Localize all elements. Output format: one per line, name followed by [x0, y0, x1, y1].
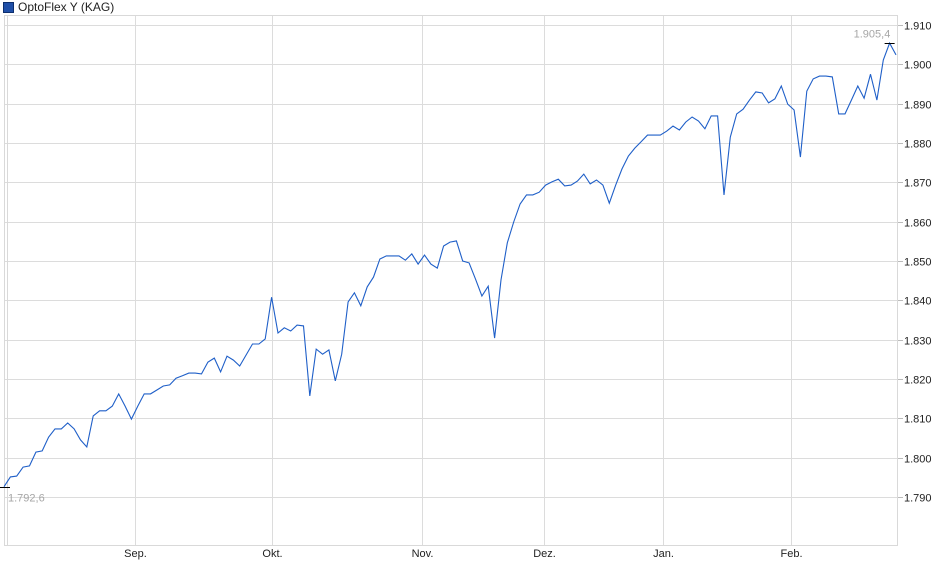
- x-axis: Sep. Okt. Nov. Dez. Jan. Feb.: [124, 548, 802, 560]
- x-tick-label: Nov.: [412, 548, 434, 560]
- y-tick-label: 1.830: [904, 336, 932, 348]
- y-tick-label: 1.820: [904, 375, 932, 387]
- series-line-optoflex: [3, 41, 897, 488]
- series-points: [4, 43, 896, 487]
- y-tick-label: 1.900: [904, 60, 932, 72]
- y-tick-label: 1.810: [904, 414, 932, 426]
- y-tick-label: 1.910: [904, 21, 932, 33]
- y-tick-label: 1.860: [904, 218, 932, 230]
- legend: OptoFlex Y (KAG): [3, 0, 114, 14]
- annotations: 1.792,6 1.905,4: [0, 29, 895, 505]
- y-axis: 1.910 1.900 1.890 1.880 1.870 1.860 1.850 1.840…: [898, 21, 932, 505]
- y-tick-label: 1.800: [904, 454, 932, 466]
- y-tick-label: 1.790: [904, 493, 932, 505]
- y-tick-label: 1.870: [904, 178, 932, 190]
- x-tick-label: Okt.: [262, 548, 282, 560]
- y-tick-label: 1.880: [904, 139, 932, 151]
- plot-frame: [4, 15, 898, 546]
- y-tick-label: 1.840: [904, 296, 932, 308]
- grid: [4, 15, 898, 546]
- min-label: 1.792,6: [8, 493, 45, 505]
- x-tick-label: Jan.: [653, 548, 674, 560]
- y-tick-label: 1.850: [904, 257, 932, 269]
- legend-swatch: [3, 1, 14, 13]
- x-tick-label: Sep.: [124, 548, 147, 560]
- y-tick-label: 1.890: [904, 100, 932, 112]
- max-label: 1.905,4: [854, 29, 891, 41]
- legend-label: OptoFlex Y (KAG): [18, 0, 115, 14]
- x-tick-label: Dez.: [533, 548, 556, 560]
- x-tick-label: Feb.: [780, 548, 802, 560]
